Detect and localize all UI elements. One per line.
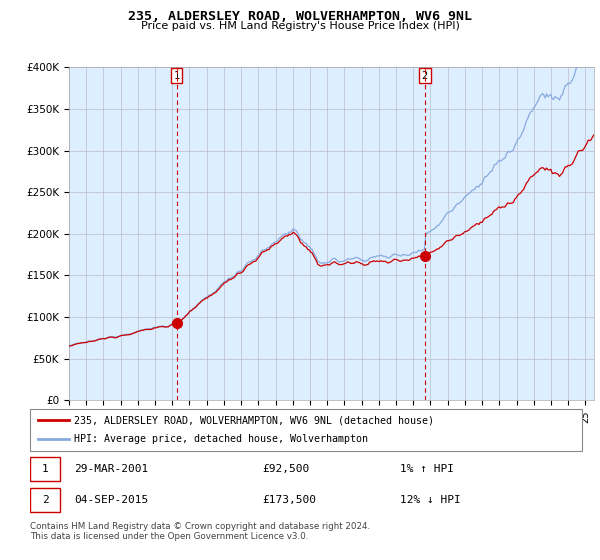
Text: 235, ALDERSLEY ROAD, WOLVERHAMPTON, WV6 9NL: 235, ALDERSLEY ROAD, WOLVERHAMPTON, WV6 … [128,10,472,23]
Text: 04-SEP-2015: 04-SEP-2015 [74,495,148,505]
FancyBboxPatch shape [30,458,61,480]
Text: HPI: Average price, detached house, Wolverhampton: HPI: Average price, detached house, Wolv… [74,435,368,445]
Text: Price paid vs. HM Land Registry's House Price Index (HPI): Price paid vs. HM Land Registry's House … [140,21,460,31]
Text: £92,500: £92,500 [262,464,309,474]
Text: 29-MAR-2001: 29-MAR-2001 [74,464,148,474]
Text: 1% ↑ HPI: 1% ↑ HPI [400,464,454,474]
Text: 235, ALDERSLEY ROAD, WOLVERHAMPTON, WV6 9NL (detached house): 235, ALDERSLEY ROAD, WOLVERHAMPTON, WV6 … [74,415,434,425]
FancyBboxPatch shape [30,488,61,512]
Text: 1: 1 [173,71,180,81]
Text: 2: 2 [422,71,428,81]
FancyBboxPatch shape [30,409,582,451]
Text: 2: 2 [42,495,49,505]
Text: 1: 1 [42,464,49,474]
Text: 12% ↓ HPI: 12% ↓ HPI [400,495,461,505]
Text: £173,500: £173,500 [262,495,316,505]
Text: Contains HM Land Registry data © Crown copyright and database right 2024.
This d: Contains HM Land Registry data © Crown c… [30,522,370,542]
